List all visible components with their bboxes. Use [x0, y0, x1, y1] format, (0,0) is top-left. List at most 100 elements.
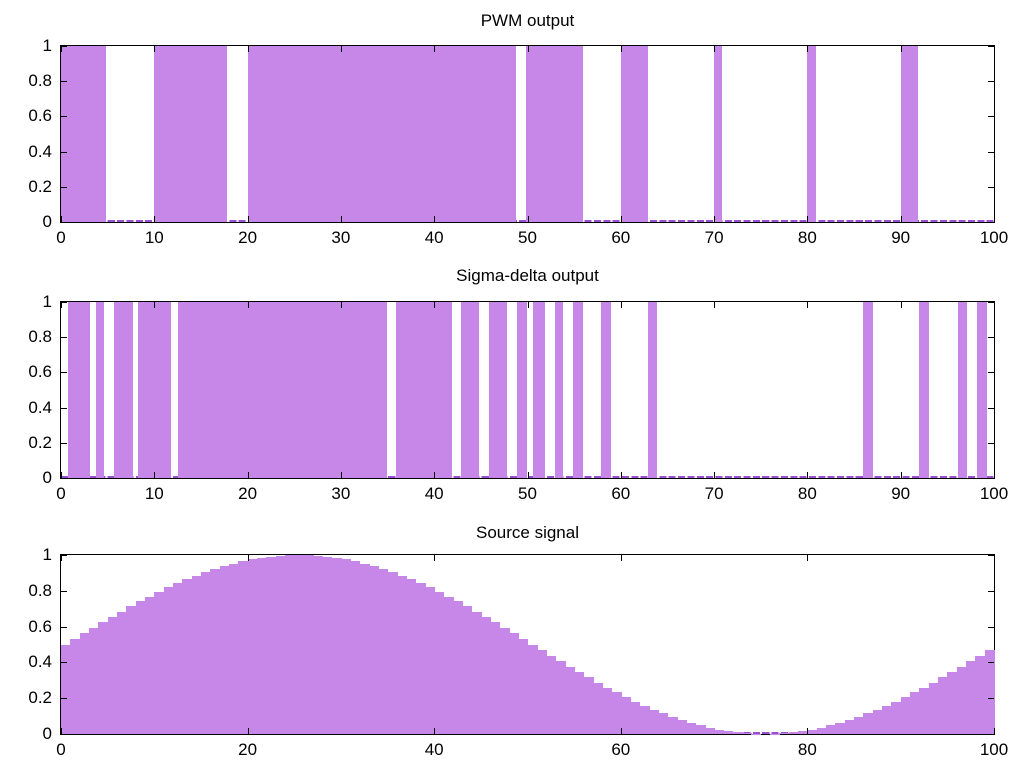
x-tick-mark-top	[807, 302, 809, 308]
source-bar	[658, 713, 669, 734]
x-tick-label: 50	[518, 484, 537, 503]
source-bar	[396, 575, 407, 734]
source-bar	[564, 666, 575, 734]
y-tick-mark-right	[988, 46, 994, 47]
source-bar	[798, 731, 809, 734]
x-tick-mark	[620, 216, 622, 222]
x-tick-mark-top	[900, 302, 902, 308]
y-tick-label: 0.4	[28, 652, 52, 672]
y-tick-mark	[61, 626, 67, 628]
x-tick-mark	[714, 216, 716, 222]
source-bar	[61, 644, 72, 734]
y-tick-mark	[61, 734, 67, 735]
x-tick-label: 10	[144, 484, 164, 503]
x-tick-mark	[527, 472, 529, 478]
x-tick-mark	[340, 216, 342, 222]
x-tick-mark-top	[807, 555, 809, 561]
pwm-bar	[61, 46, 106, 222]
source-bar	[882, 705, 893, 734]
y-tick-mark-right	[988, 590, 994, 592]
sigma-delta-plot-area	[60, 301, 995, 479]
y-tick-mark	[61, 407, 67, 409]
x-tick-mark	[620, 472, 622, 478]
y-tick-mark	[61, 151, 67, 153]
x-tick-mark-top	[340, 302, 342, 308]
source-bar	[816, 727, 827, 734]
source-bar	[508, 633, 519, 734]
y-tick-mark-right	[988, 442, 994, 444]
y-tick-label: 0.6	[28, 106, 52, 126]
y-tick-label: 0.8	[28, 327, 52, 347]
x-tick-label: 40	[424, 740, 444, 759]
x-tick-mark	[620, 728, 622, 734]
sigma-delta-bar	[919, 302, 929, 478]
x-tick-mark-top	[807, 46, 809, 52]
source-bar	[378, 568, 389, 734]
source-bar	[284, 555, 295, 734]
x-tick-label: 0	[56, 484, 66, 503]
y-tick-mark-right	[988, 698, 994, 700]
source-bar	[966, 661, 977, 734]
source-bar	[742, 733, 753, 734]
y-tick-label: 1	[42, 36, 52, 55]
x-tick-mark-top	[340, 46, 342, 52]
y-tick-mark-right	[988, 81, 994, 83]
x-tick-mark-top	[61, 46, 62, 52]
x-tick-label: 60	[611, 740, 631, 759]
x-tick-mark-top	[154, 302, 156, 308]
x-tick-mark-top	[994, 555, 995, 561]
y-tick-mark	[61, 46, 67, 47]
y-tick-mark	[61, 478, 67, 479]
sigma-delta-plot-title: Sigma-delta output	[456, 266, 599, 285]
pwm-bar	[714, 46, 723, 222]
x-tick-mark	[61, 472, 62, 478]
sigma-delta-bar	[67, 302, 90, 478]
x-tick-label: 0	[56, 228, 66, 247]
source-bar	[154, 591, 165, 734]
x-tick-label: 80	[797, 228, 817, 247]
x-tick-label: 70	[704, 228, 724, 247]
source-bar	[228, 563, 239, 734]
source-bar	[975, 655, 986, 734]
y-tick-mark-right	[988, 478, 994, 479]
source-bar	[116, 611, 128, 734]
x-tick-label: 30	[331, 228, 351, 247]
sigma-delta-bar	[395, 302, 452, 478]
x-tick-label: 100	[979, 228, 1009, 247]
source-bar	[200, 572, 211, 734]
x-tick-label: 20	[238, 484, 258, 503]
source-bar	[574, 672, 585, 734]
x-tick-mark-top	[994, 46, 995, 52]
sigma-delta-bar	[177, 302, 387, 478]
source-bar	[779, 733, 790, 734]
x-tick-mark-top	[434, 555, 436, 561]
x-tick-label: 80	[797, 740, 817, 759]
x-tick-mark-top	[247, 302, 249, 308]
source-bar	[686, 722, 697, 734]
x-tick-label: 100	[979, 740, 1009, 759]
x-tick-label: 80	[797, 484, 817, 503]
y-tick-label: 0.4	[28, 141, 52, 161]
y-tick-mark-right	[988, 222, 994, 223]
y-tick-mark-right	[988, 734, 994, 735]
source-bar	[424, 587, 435, 734]
x-tick-label: 100	[979, 484, 1009, 503]
y-tick-label: 0.8	[28, 71, 52, 91]
y-tick-label: 0.2	[28, 432, 52, 452]
x-tick-mark	[61, 216, 62, 222]
source-bar	[452, 601, 463, 734]
source-bar	[144, 596, 156, 734]
x-tick-mark	[340, 472, 342, 478]
source-bar	[919, 687, 930, 734]
pwm-bar	[525, 46, 583, 222]
x-tick-mark	[807, 216, 809, 222]
y-tick-mark-right	[988, 626, 994, 628]
x-tick-mark-top	[714, 46, 716, 52]
source-bar	[415, 583, 426, 734]
source-bar	[602, 687, 613, 734]
source-bar	[443, 596, 454, 734]
pwm-plot-title: PWM output	[480, 11, 575, 30]
y-tick-mark-right	[988, 302, 994, 303]
y-tick-mark-right	[988, 372, 994, 374]
pwm-plot-area	[60, 45, 995, 223]
